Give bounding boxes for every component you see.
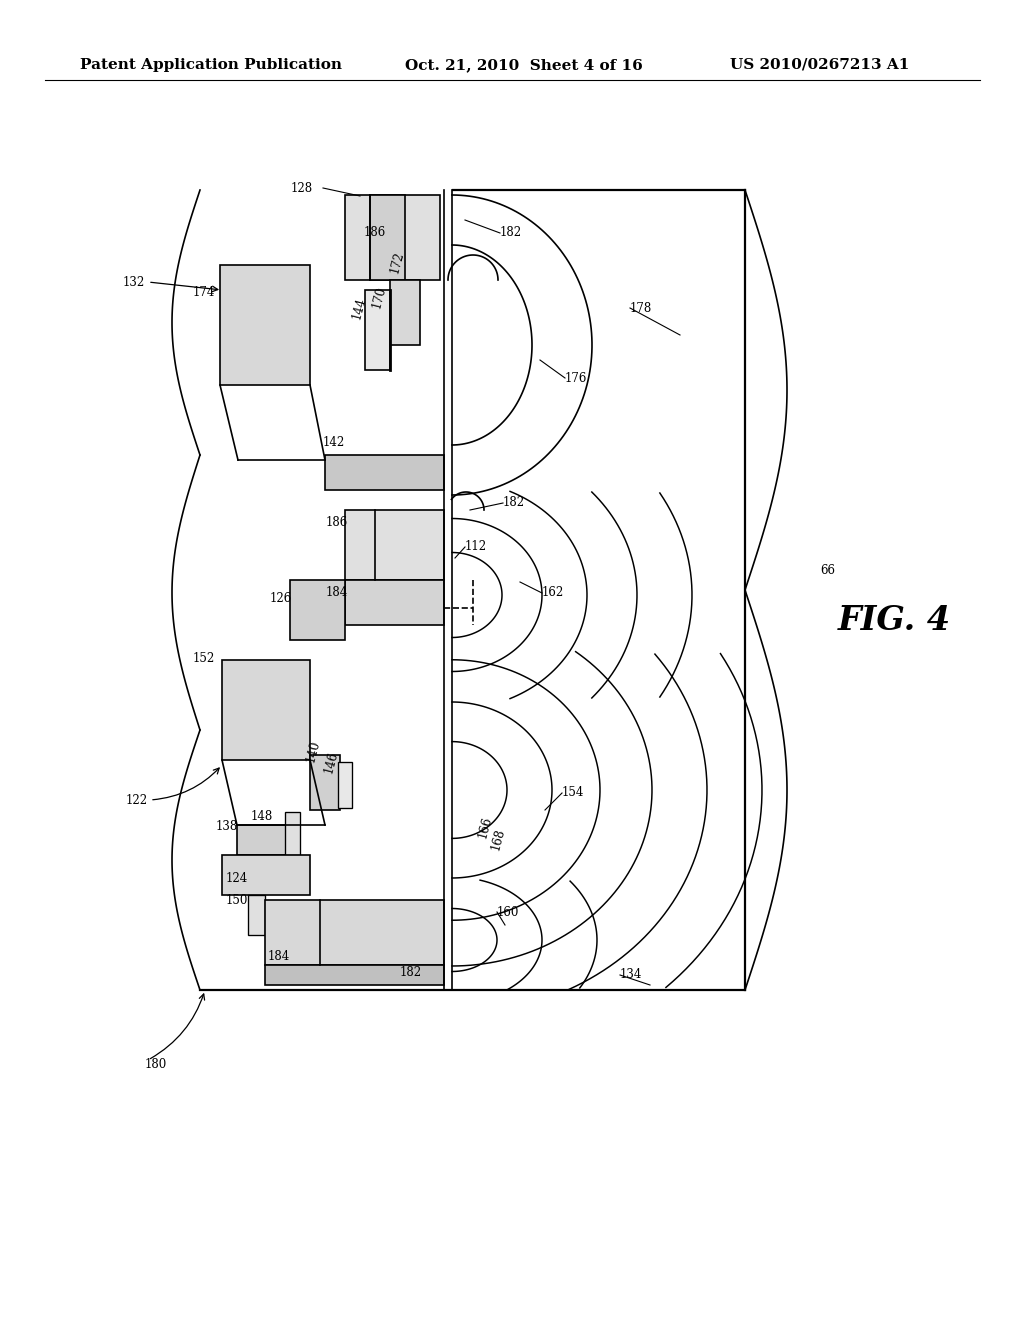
Text: 186: 186 bbox=[326, 516, 348, 528]
Bar bbox=[265, 900, 444, 965]
Text: 134: 134 bbox=[620, 969, 642, 982]
Bar bbox=[222, 855, 310, 895]
Bar bbox=[222, 660, 310, 760]
Text: 182: 182 bbox=[400, 965, 422, 978]
Text: 146: 146 bbox=[322, 750, 340, 775]
Text: 144: 144 bbox=[350, 296, 369, 321]
Text: 124: 124 bbox=[225, 871, 248, 884]
Text: 112: 112 bbox=[465, 540, 487, 553]
Text: 186: 186 bbox=[364, 227, 386, 239]
Bar bbox=[310, 755, 340, 810]
Text: 132: 132 bbox=[123, 276, 145, 289]
Bar bbox=[338, 762, 352, 808]
Text: 66: 66 bbox=[820, 564, 835, 577]
Bar bbox=[265, 965, 444, 985]
Text: Patent Application Publication: Patent Application Publication bbox=[80, 58, 342, 73]
Bar bbox=[248, 895, 265, 935]
Text: 138: 138 bbox=[216, 821, 238, 833]
Text: 160: 160 bbox=[497, 906, 519, 919]
Text: 170: 170 bbox=[370, 285, 388, 310]
Text: 152: 152 bbox=[193, 652, 215, 664]
Text: 140: 140 bbox=[304, 739, 323, 764]
Text: Oct. 21, 2010  Sheet 4 of 16: Oct. 21, 2010 Sheet 4 of 16 bbox=[406, 58, 643, 73]
Text: 178: 178 bbox=[630, 301, 652, 314]
Text: 162: 162 bbox=[542, 586, 564, 599]
Bar bbox=[220, 265, 310, 385]
Text: 182: 182 bbox=[503, 496, 525, 510]
Text: 184: 184 bbox=[268, 950, 290, 964]
Bar bbox=[325, 455, 444, 490]
Text: FIG. 4: FIG. 4 bbox=[838, 603, 951, 636]
Bar bbox=[345, 579, 444, 624]
Text: 176: 176 bbox=[565, 371, 588, 384]
Text: 150: 150 bbox=[225, 894, 248, 907]
Bar bbox=[370, 195, 406, 280]
Bar bbox=[345, 195, 440, 280]
Text: 184: 184 bbox=[326, 586, 348, 599]
Text: US 2010/0267213 A1: US 2010/0267213 A1 bbox=[730, 58, 909, 73]
Text: 180: 180 bbox=[145, 1059, 167, 1072]
Text: 166: 166 bbox=[476, 814, 494, 840]
Text: 148: 148 bbox=[251, 810, 273, 824]
Text: 122: 122 bbox=[126, 793, 148, 807]
Text: 154: 154 bbox=[562, 787, 585, 800]
Text: 168: 168 bbox=[488, 826, 507, 851]
Text: 182: 182 bbox=[500, 227, 522, 239]
Text: 142: 142 bbox=[323, 436, 345, 449]
Bar bbox=[390, 280, 420, 345]
Bar bbox=[345, 510, 444, 579]
Bar bbox=[365, 290, 390, 370]
Text: 172: 172 bbox=[388, 249, 407, 275]
Bar bbox=[290, 579, 345, 640]
Text: 128: 128 bbox=[291, 181, 313, 194]
Text: 174: 174 bbox=[193, 286, 215, 300]
Text: 126: 126 bbox=[269, 591, 292, 605]
Bar bbox=[285, 812, 300, 855]
Bar bbox=[237, 825, 300, 855]
